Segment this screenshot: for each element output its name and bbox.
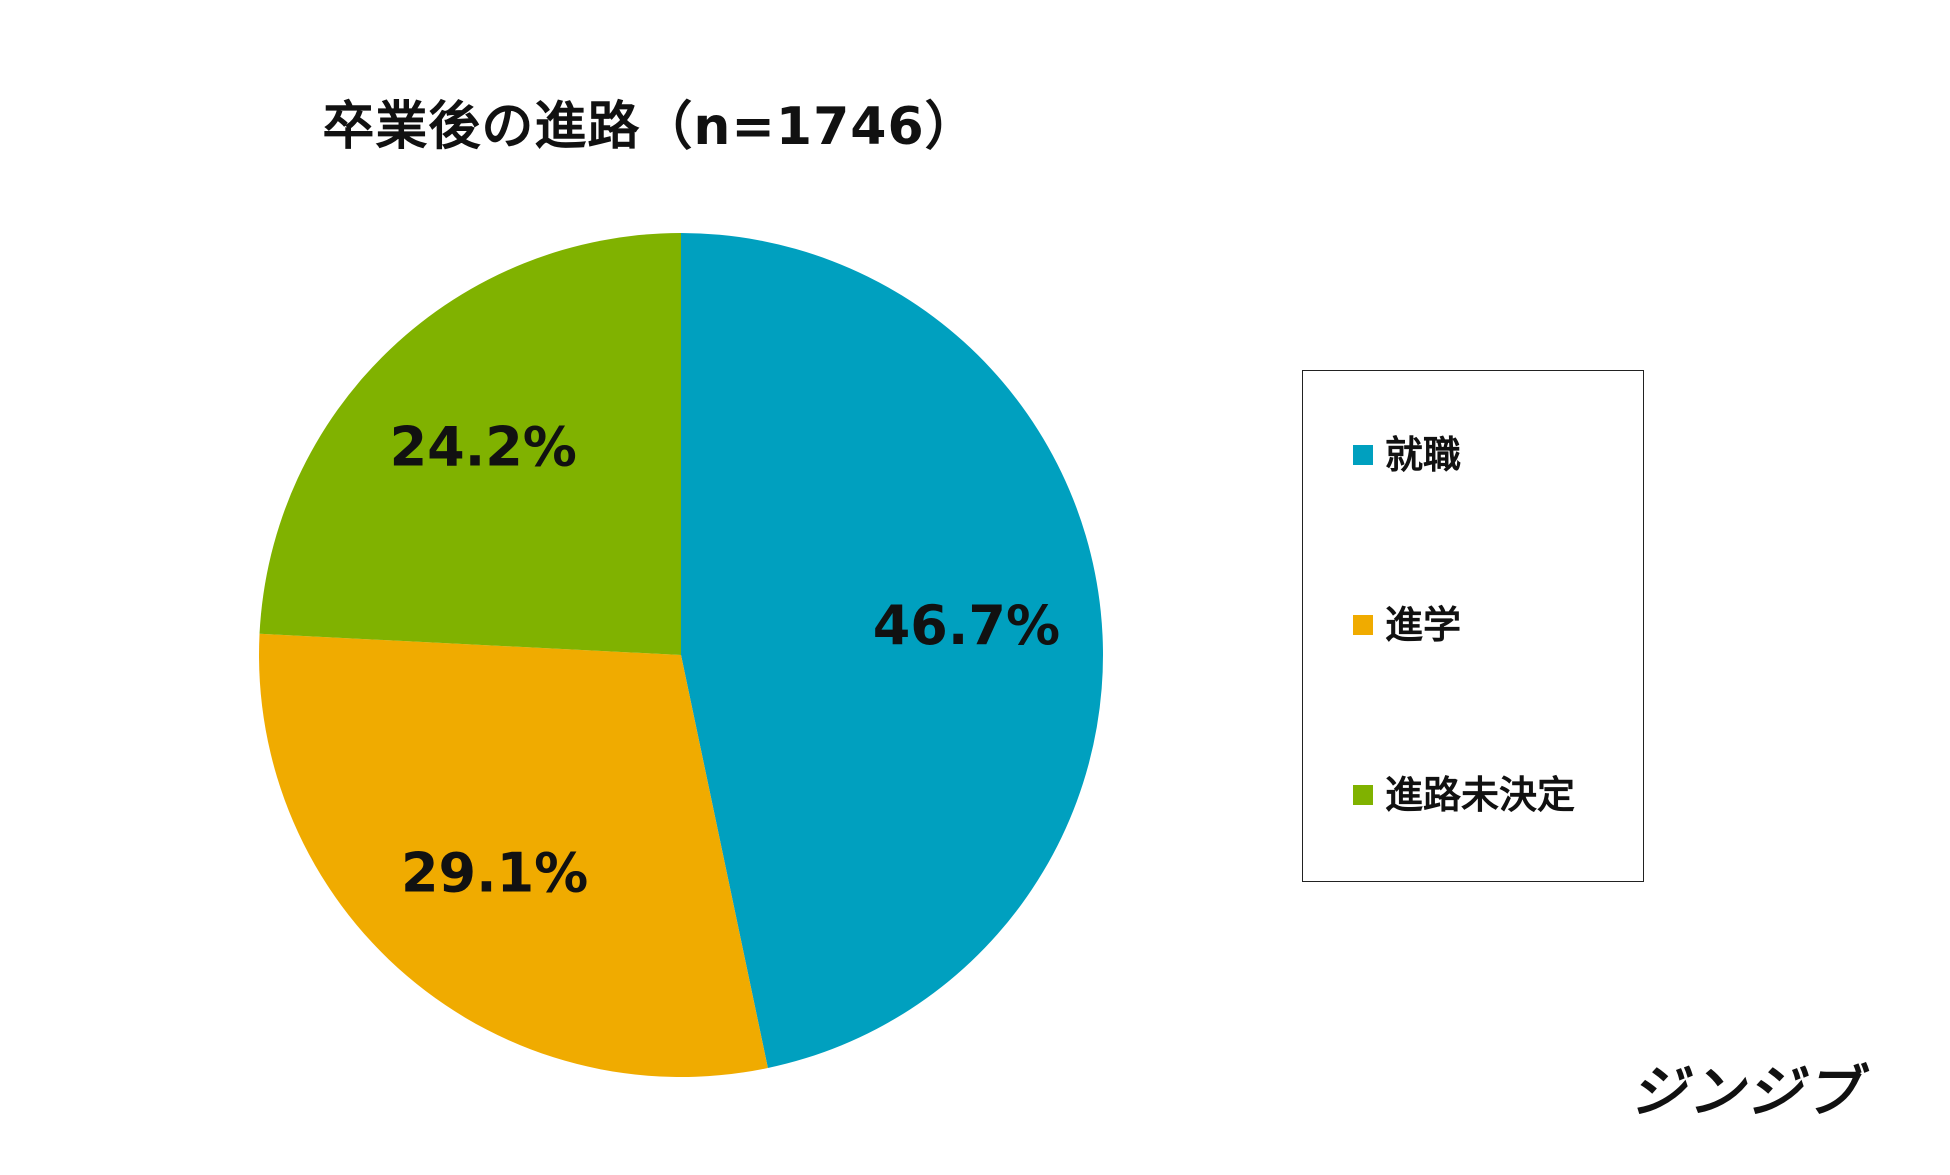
legend-swatch-employment bbox=[1353, 445, 1373, 465]
data-label-undecided: 24.2% bbox=[390, 416, 577, 479]
legend-swatch-undecided bbox=[1353, 785, 1373, 805]
legend-label-undecided: 進路未決定 bbox=[1385, 773, 1576, 817]
legend-label-employment: 就職 bbox=[1385, 433, 1462, 477]
legend-label-further-education: 進学 bbox=[1385, 603, 1462, 647]
chart-title: 卒業後の進路（n=1746） bbox=[322, 97, 978, 157]
legend: 就職 進学 進路未決定 bbox=[1302, 370, 1644, 882]
pie-slices bbox=[258, 233, 1104, 1077]
pie-slice-employment bbox=[681, 233, 1104, 1068]
legend-item-employment: 就職 bbox=[1353, 433, 1461, 477]
legend-item-undecided: 進路未決定 bbox=[1353, 773, 1575, 817]
pie-labels: 46.7% 29.1% 24.2% bbox=[390, 416, 1061, 905]
brand-logo: ジンジブ bbox=[1630, 1060, 1862, 1125]
data-label-employment: 46.7% bbox=[873, 594, 1060, 657]
data-label-further-education: 29.1% bbox=[401, 842, 588, 905]
pie-slice-further-education bbox=[258, 633, 768, 1077]
legend-item-further-education: 進学 bbox=[1353, 603, 1461, 647]
legend-swatch-further-education bbox=[1353, 615, 1373, 635]
pie-slice-undecided bbox=[259, 233, 681, 655]
